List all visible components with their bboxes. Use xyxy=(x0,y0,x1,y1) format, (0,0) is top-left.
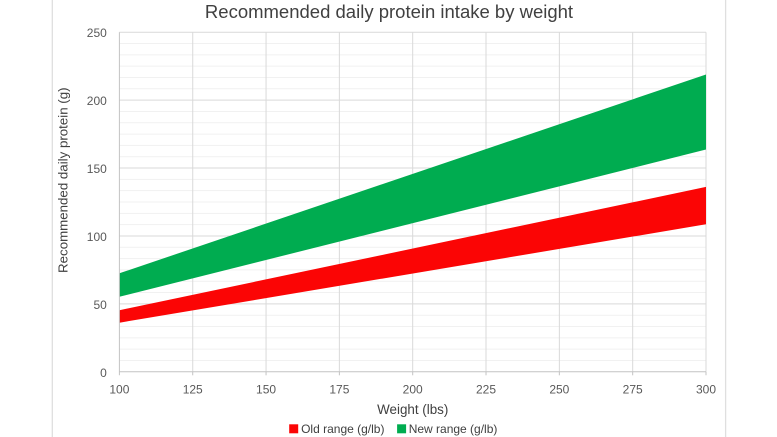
svg-text:100: 100 xyxy=(87,230,107,244)
svg-text:150: 150 xyxy=(87,162,107,176)
svg-text:Old range (g/lb): Old range (g/lb) xyxy=(301,422,384,436)
svg-text:225: 225 xyxy=(476,383,496,397)
svg-text:200: 200 xyxy=(403,383,423,397)
svg-text:100: 100 xyxy=(109,383,129,397)
svg-text:275: 275 xyxy=(623,383,643,397)
svg-text:Recommended daily protein inta: Recommended daily protein intake by weig… xyxy=(205,1,573,22)
svg-text:Weight (lbs): Weight (lbs) xyxy=(377,402,448,417)
svg-text:300: 300 xyxy=(696,383,716,397)
svg-text:0: 0 xyxy=(100,366,107,380)
svg-text:200: 200 xyxy=(87,94,107,108)
svg-text:125: 125 xyxy=(183,383,203,397)
svg-text:50: 50 xyxy=(93,298,107,312)
svg-text:250: 250 xyxy=(87,26,107,40)
svg-text:250: 250 xyxy=(549,383,569,397)
svg-text:175: 175 xyxy=(329,383,349,397)
svg-text:150: 150 xyxy=(256,383,276,397)
svg-text:New range (g/lb): New range (g/lb) xyxy=(409,422,498,436)
svg-text:Recommended daily protein (g): Recommended daily protein (g) xyxy=(56,87,71,273)
